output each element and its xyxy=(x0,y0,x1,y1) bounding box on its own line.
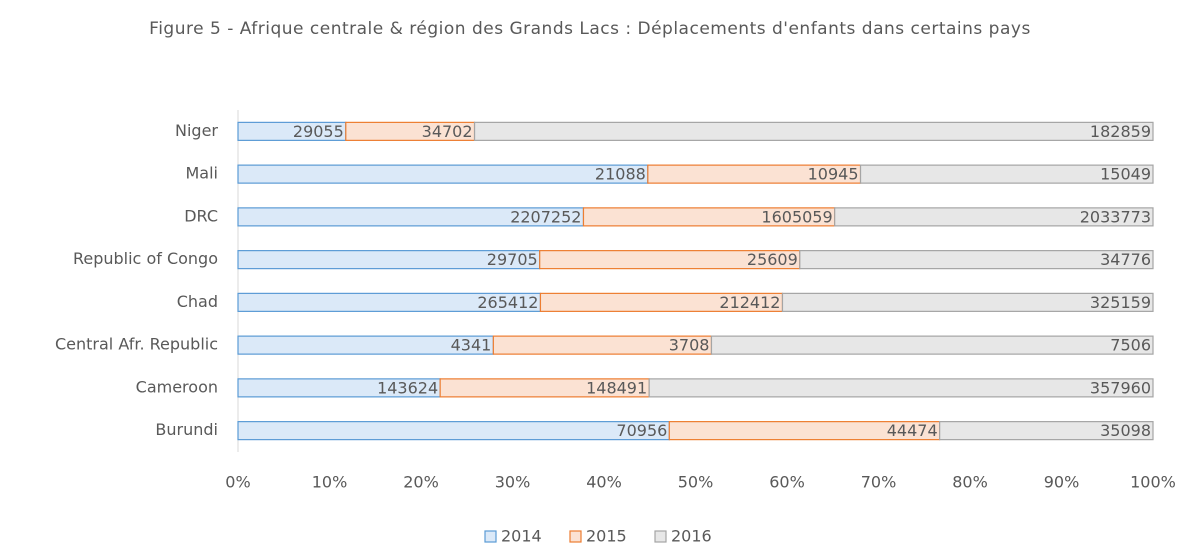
y-tick-label: Niger xyxy=(175,121,218,140)
data-label: 44474 xyxy=(887,421,938,440)
data-label: 182859 xyxy=(1090,122,1151,141)
bar-segment xyxy=(799,250,1154,270)
data-label: 15049 xyxy=(1100,165,1151,184)
data-label: 10945 xyxy=(808,165,859,184)
y-tick-label: Mali xyxy=(186,164,219,183)
data-label: 212412 xyxy=(719,293,780,312)
bar-segment xyxy=(648,378,1154,398)
data-label: 21088 xyxy=(595,165,646,184)
y-tick-label: Central Afr. Republic xyxy=(55,335,218,354)
x-tick-label: 100% xyxy=(1130,473,1176,492)
x-tick-label: 20% xyxy=(403,473,439,492)
data-label: 25609 xyxy=(747,250,798,269)
x-tick-label: 70% xyxy=(861,473,897,492)
data-label: 70956 xyxy=(616,421,667,440)
legend-swatch xyxy=(569,530,582,543)
data-label: 265412 xyxy=(477,293,538,312)
bar-segment xyxy=(710,335,1154,355)
x-tick-label: 40% xyxy=(586,473,622,492)
x-tick-label: 80% xyxy=(952,473,988,492)
bar-segment xyxy=(237,164,649,184)
bar-segment xyxy=(834,207,1154,227)
legend-label: 2014 xyxy=(501,527,542,546)
bar-segment xyxy=(237,421,670,441)
data-label: 325159 xyxy=(1090,293,1151,312)
x-tick-label: 50% xyxy=(678,473,714,492)
bar-segment xyxy=(859,164,1154,184)
x-tick-label: 30% xyxy=(495,473,531,492)
data-label: 7506 xyxy=(1110,336,1151,355)
legend-swatch xyxy=(654,530,667,543)
legend-swatch xyxy=(484,530,497,543)
y-tick-label: Cameroon xyxy=(136,377,218,396)
y-tick-label: Republic of Congo xyxy=(73,249,218,268)
legend-label: 2016 xyxy=(671,527,712,546)
data-label: 357960 xyxy=(1090,378,1151,397)
data-label: 4341 xyxy=(451,336,492,355)
data-label: 1605059 xyxy=(761,207,832,226)
x-tick-label: 60% xyxy=(769,473,805,492)
data-label: 2207252 xyxy=(510,207,581,226)
data-label: 29705 xyxy=(487,250,538,269)
bar-segment xyxy=(473,121,1154,141)
bar-segment xyxy=(939,421,1154,441)
data-label: 143624 xyxy=(377,378,438,397)
y-tick-label: Burundi xyxy=(155,420,218,439)
x-tick-label: 10% xyxy=(312,473,348,492)
bar-segment xyxy=(781,292,1154,312)
data-label: 148491 xyxy=(586,378,647,397)
x-tick-label: 0% xyxy=(225,473,250,492)
data-label: 34776 xyxy=(1100,250,1151,269)
y-tick-label: DRC xyxy=(184,206,218,225)
x-tick-label: 90% xyxy=(1044,473,1080,492)
y-tick-label: Chad xyxy=(177,292,218,311)
chart-title: Figure 5 - Afrique centrale & région des… xyxy=(149,19,1031,39)
data-label: 2033773 xyxy=(1080,207,1151,226)
data-label: 34702 xyxy=(422,122,473,141)
data-label: 3708 xyxy=(669,336,710,355)
data-label: 35098 xyxy=(1100,421,1151,440)
data-label: 29055 xyxy=(293,122,344,141)
legend-label: 2015 xyxy=(586,527,627,546)
